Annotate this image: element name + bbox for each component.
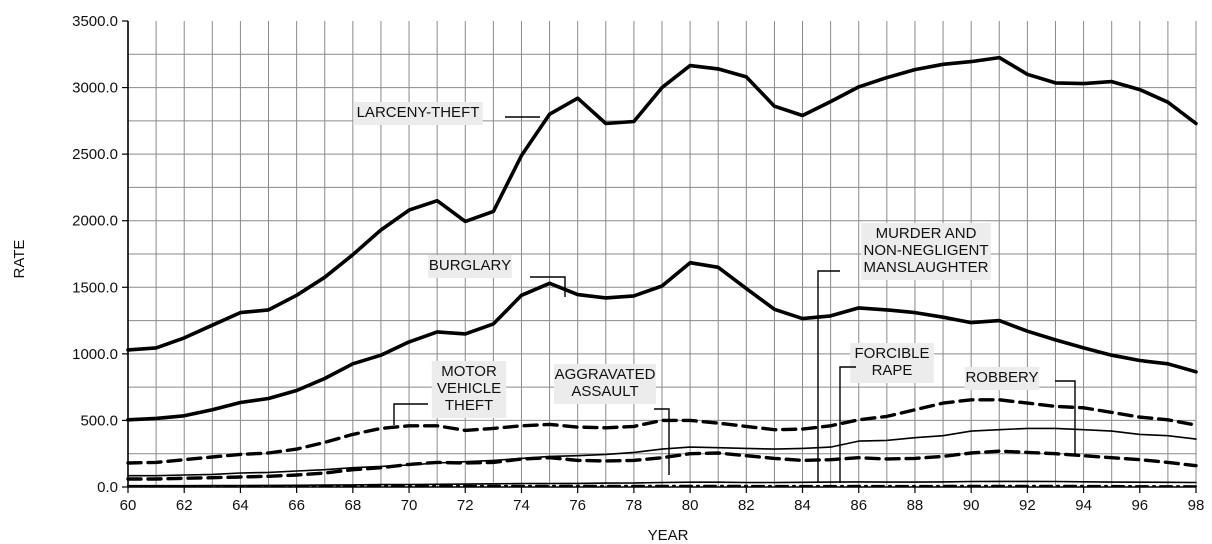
annotation-box — [353, 102, 483, 125]
annotation-label: FORCIBLE — [854, 345, 929, 362]
series-line-burglary — [126, 260, 1198, 422]
series-line-robbery — [126, 449, 1198, 481]
annotation-label: RAPE — [872, 362, 913, 379]
y-tick-label: 3000.0 — [72, 80, 118, 97]
x-tick-label: 78 — [626, 497, 643, 514]
x-tick-label: 74 — [513, 497, 530, 514]
annotation-label: MURDER AND — [876, 225, 977, 242]
annotation-leader-line — [393, 403, 428, 425]
y-tick-label: 2000.0 — [72, 213, 118, 230]
y-tick-label: 3500.0 — [72, 13, 118, 30]
y-tick-label: 1500.0 — [72, 279, 118, 296]
annotation-robbery: ROBBERY — [964, 367, 1076, 455]
annotation-larceny-theft: LARCENY-THEFT — [353, 102, 540, 125]
series-lines — [126, 55, 1198, 488]
annotation-box — [964, 367, 1040, 390]
annotation-label: BURGLARY — [429, 257, 511, 274]
annotation-label: NON-NEGLIGENT — [863, 242, 988, 259]
series-line-aggravated-assault — [127, 427, 1197, 477]
y-tick-label: 0.0 — [97, 479, 118, 496]
x-tick-label: 94 — [1075, 497, 1092, 514]
annotation-label: ROBBERY — [965, 369, 1038, 386]
annotation-box — [554, 364, 656, 404]
y-tick-label: 2500.0 — [72, 146, 118, 163]
annotation-label: LARCENY-THEFT — [357, 104, 480, 121]
x-tick-label: 88 — [907, 497, 924, 514]
annotation-label: MANSLAUGHTER — [863, 259, 988, 276]
annotation-label: MOTOR — [441, 363, 497, 380]
x-tick-label: 90 — [963, 497, 980, 514]
annotations: LARCENY-THEFT BURGLARY MURDER ANDNON-NEGLI… — [353, 102, 1076, 483]
annotation-box — [861, 223, 991, 280]
y-tick-label: 1000.0 — [72, 346, 118, 363]
x-tick-label: 66 — [288, 497, 305, 514]
x-tick-label: 80 — [682, 497, 699, 514]
annotation-leader-line — [654, 408, 670, 475]
x-tick-label: 60 — [120, 497, 137, 514]
annotation-label: AGGRAVATED — [555, 366, 656, 383]
x-tick-label: 64 — [232, 497, 249, 514]
axes: 60 62 64 66 68 70 72 74 76 78 80 82 84 86 88 90 92 94 96 98… — [72, 13, 1204, 514]
annotation-label: THEFT — [445, 397, 493, 414]
annotation-label: ASSAULT — [571, 383, 638, 400]
annotation-leader-line — [817, 270, 840, 483]
annotation-label: VEHICLE — [437, 380, 501, 397]
y-axis-title: RATE — [11, 240, 28, 279]
series-line-murder-and-non-negligent-manslaughter — [127, 484, 1197, 488]
annotation-box — [428, 255, 512, 278]
x-tick-label: 76 — [569, 497, 586, 514]
x-tick-label: 92 — [1019, 497, 1036, 514]
x-axis-title: YEAR — [648, 527, 689, 544]
x-tick-label: 96 — [1131, 497, 1148, 514]
annotation-burglary: BURGLARY — [428, 255, 566, 297]
series-line-larceny-theft — [126, 55, 1198, 352]
x-tick-label: 70 — [401, 497, 418, 514]
x-tick-label: 86 — [850, 497, 867, 514]
y-tick-label: 500.0 — [80, 412, 118, 429]
x-tick-label: 72 — [457, 497, 474, 514]
x-tick-label: 68 — [344, 497, 361, 514]
annotation-box — [431, 361, 507, 418]
x-tick-label: 84 — [794, 497, 811, 514]
annotation-box — [850, 343, 934, 383]
annotation-leader-line — [1055, 380, 1076, 455]
series-line-motor-vehicle-theft — [126, 398, 1198, 465]
x-tick-label: 62 — [176, 497, 193, 514]
grid — [127, 21, 1197, 487]
annotation-leader-line — [530, 276, 566, 297]
x-tick-label: 98 — [1188, 497, 1205, 514]
x-tick-label: 82 — [738, 497, 755, 514]
annotation-leader-line — [839, 366, 856, 483]
